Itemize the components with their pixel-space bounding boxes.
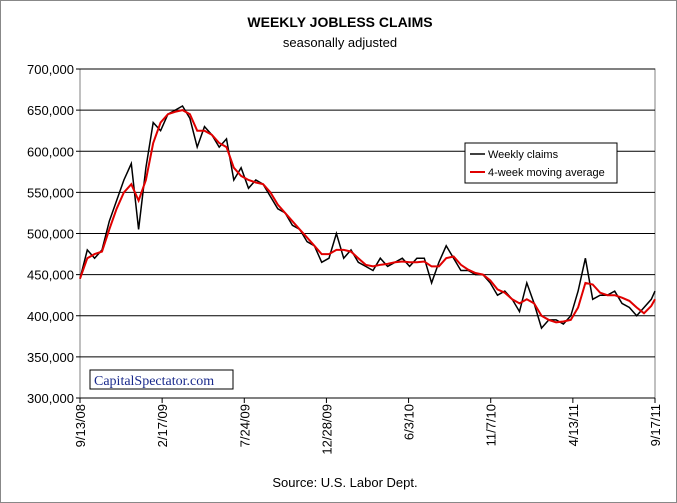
x-tick-label: 7/24/09 <box>237 404 252 447</box>
brand-box <box>89 369 234 390</box>
chart-subtitle: seasonally adjusted <box>283 35 397 50</box>
y-tick-label: 700,000 <box>27 62 74 77</box>
x-tick-label: 6/3/10 <box>402 404 417 440</box>
y-tick-label: 600,000 <box>27 144 74 159</box>
chart-title: WEEKLY JOBLESS CLAIMS <box>247 14 432 30</box>
data-line <box>79 104 656 330</box>
y-tick-label: 500,000 <box>27 227 74 242</box>
y-tick-label: 650,000 <box>27 103 74 118</box>
x-tick-label: 2/17/09 <box>155 404 170 447</box>
brand-label: CapitalSpectator.com <box>94 374 214 389</box>
y-tick-label: 550,000 <box>27 185 74 200</box>
x-tick-label: 4/13/11 <box>566 404 581 446</box>
y-tick-label: 450,000 <box>27 268 74 283</box>
legend-label: 4-week moving average <box>488 167 605 179</box>
x-tick-label: 9/13/08 <box>73 404 88 447</box>
data-line <box>79 109 656 324</box>
source-note: Source: U.S. Labor Dept. <box>272 475 417 490</box>
legend-label: Weekly claims <box>488 149 559 161</box>
y-tick-label: 350,000 <box>27 350 74 365</box>
x-tick-label: 12/28/09 <box>319 404 334 455</box>
y-tick-label: 400,000 <box>27 309 74 324</box>
legend-box <box>464 142 618 184</box>
x-tick-label: 11/7/10 <box>484 404 499 446</box>
y-tick-label: 300,000 <box>27 391 74 406</box>
x-tick-label: 9/17/11 <box>648 404 663 446</box>
